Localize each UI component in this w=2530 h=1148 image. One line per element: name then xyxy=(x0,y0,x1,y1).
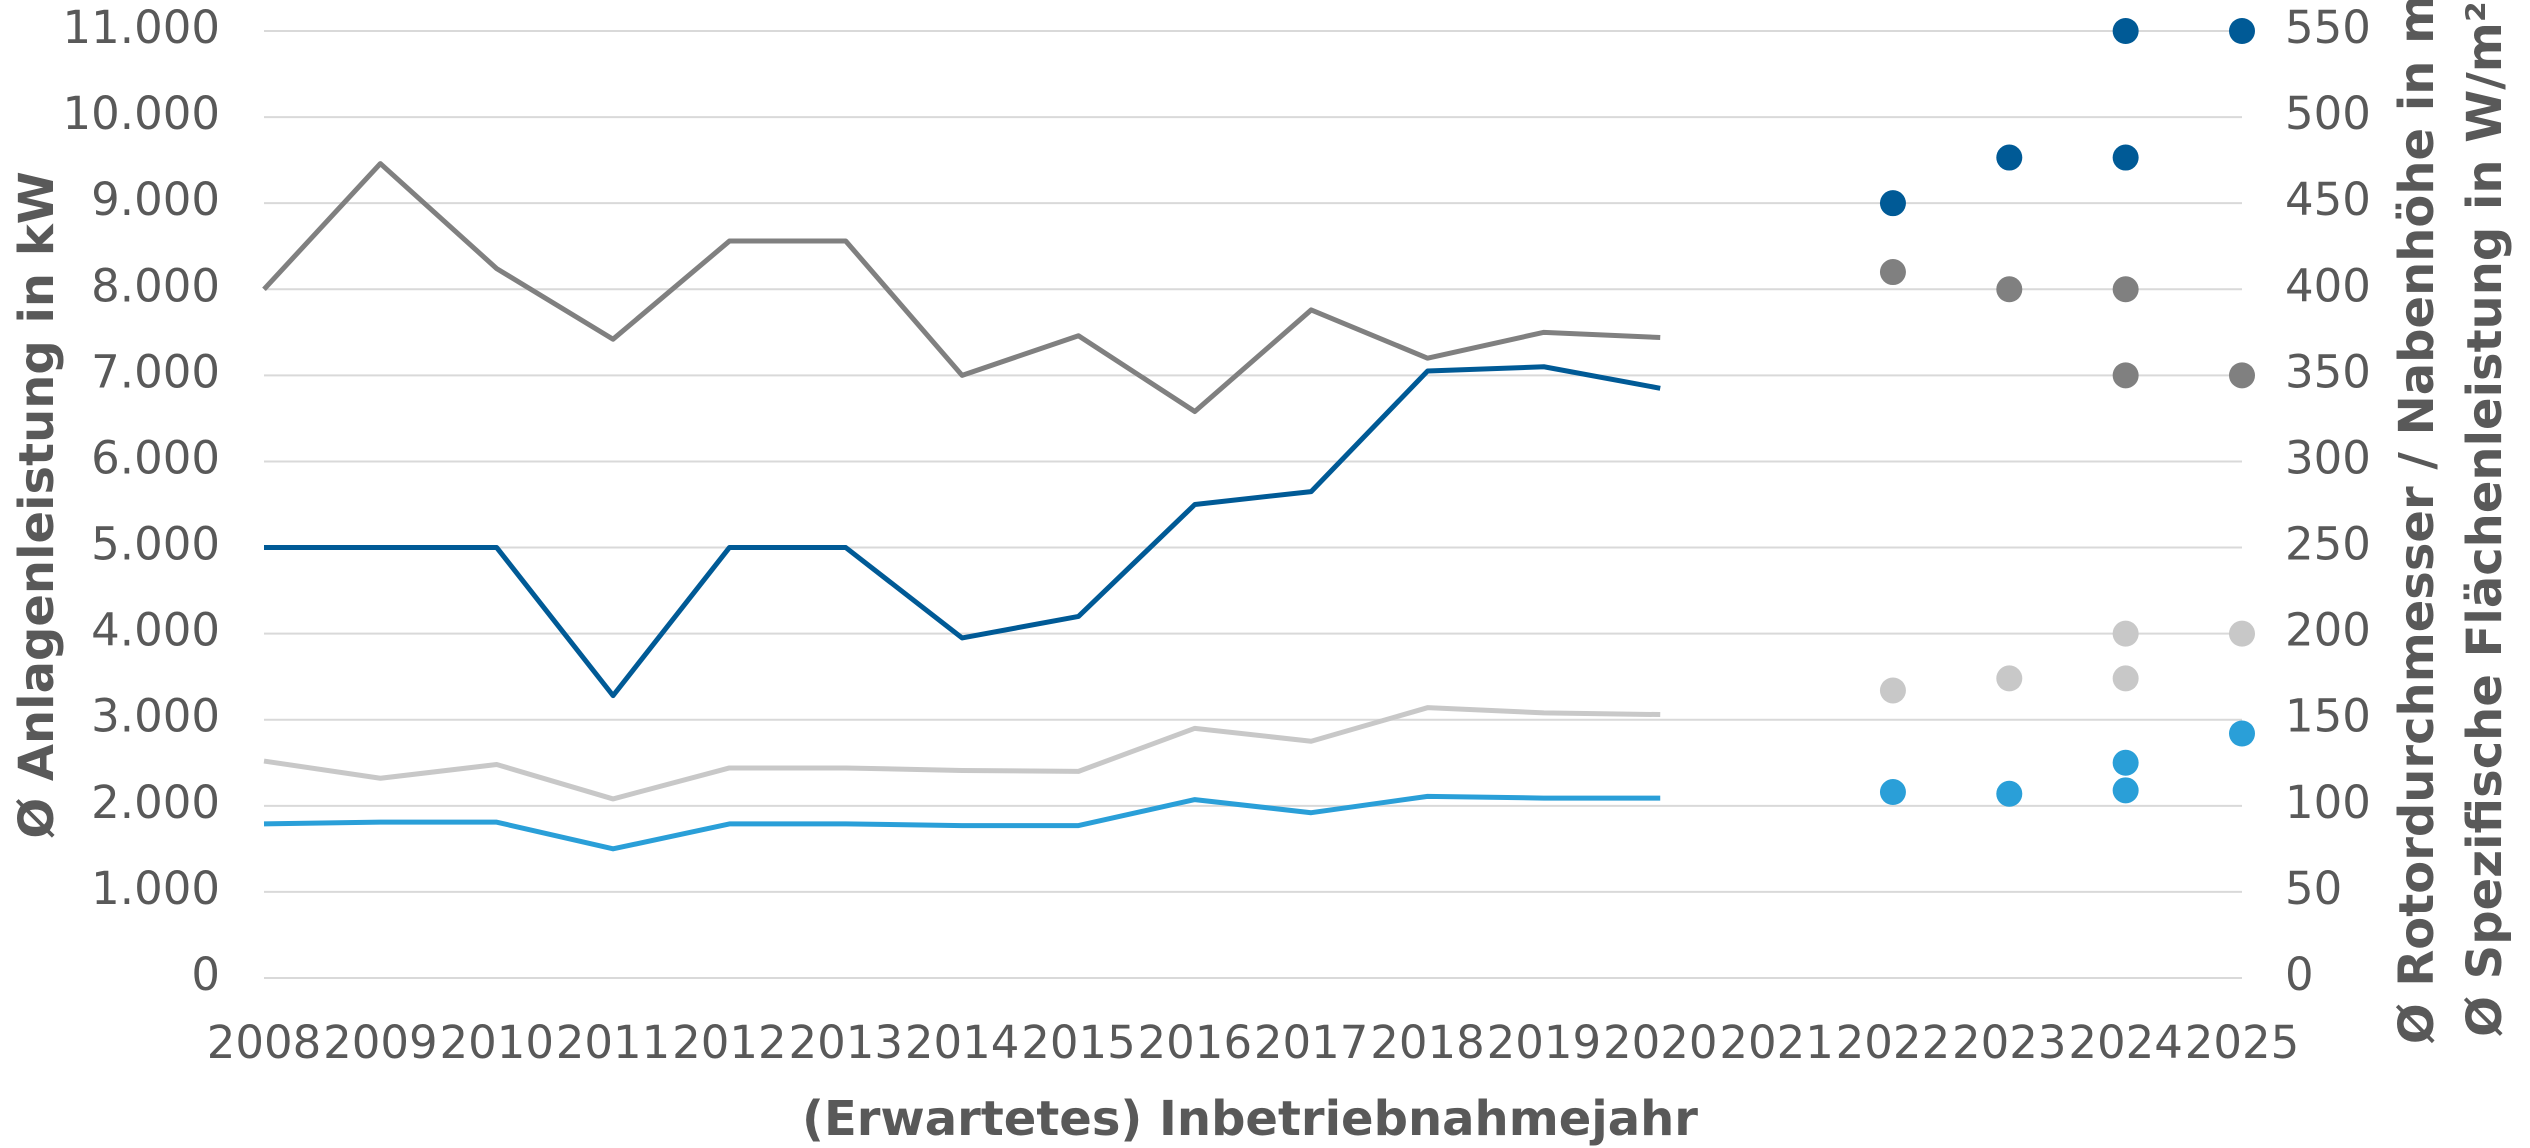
x-tick-label: 2013 xyxy=(788,1016,903,1069)
x-tick-label: 2011 xyxy=(556,1016,671,1069)
x-tick-label: 2014 xyxy=(905,1016,1020,1069)
y-tick-label: 3.000 xyxy=(91,690,220,743)
line xyxy=(264,364,1661,699)
dot xyxy=(2112,18,2139,44)
x-tick-label: 2021 xyxy=(1719,1016,1834,1069)
y2-tick-label: 200 xyxy=(2285,604,2371,657)
y2-tick-label: 0 xyxy=(2285,948,2314,1001)
y-tick-label: 10.000 xyxy=(63,87,220,140)
x-tick-label: 2025 xyxy=(2185,1016,2300,1069)
dot xyxy=(2112,144,2139,171)
dot xyxy=(1996,780,2023,807)
dot xyxy=(1996,144,2023,171)
x-tick-label: 2012 xyxy=(672,1016,787,1069)
y-tick-label: 1.000 xyxy=(91,862,220,915)
x-tick-label: 2008 xyxy=(207,1016,322,1069)
y-tick-label: 0 xyxy=(191,948,220,1001)
dot xyxy=(2112,620,2139,647)
dot xyxy=(2112,362,2139,389)
y2-tick-label: 300 xyxy=(2285,431,2371,484)
y2-tick-label: 400 xyxy=(2285,259,2371,312)
x-tick-label: 2015 xyxy=(1021,1016,1136,1069)
x-tick-label: 2016 xyxy=(1138,1016,1253,1069)
y2-tick-label: 250 xyxy=(2285,518,2371,571)
x-tick-label: 2020 xyxy=(1603,1016,1718,1069)
y-tick-label: 5.000 xyxy=(91,518,220,571)
x-tick-label: 2024 xyxy=(2068,1016,2183,1069)
x-tick-label: 2017 xyxy=(1254,1016,1369,1069)
x-tick-label: 2018 xyxy=(1370,1016,1485,1069)
y-tick-label: 6.000 xyxy=(91,431,220,484)
dot xyxy=(1996,276,2023,303)
dot xyxy=(2229,362,2255,389)
dot xyxy=(2112,749,2139,776)
dot xyxy=(2112,276,2139,303)
dot xyxy=(1879,779,1906,806)
x-tick-label: 2023 xyxy=(1952,1016,2067,1069)
dot xyxy=(2229,720,2255,747)
dot xyxy=(2229,18,2255,44)
y-tick-label: 2.000 xyxy=(91,776,220,829)
x-tick-label: 2009 xyxy=(323,1016,438,1069)
x-tick-label: 2010 xyxy=(439,1016,554,1069)
y-tick-label: 8.000 xyxy=(91,259,220,312)
x-axis-title: (Erwartetes) Inbetriebnahmejahr xyxy=(802,1091,1698,1147)
dot xyxy=(1996,665,2023,692)
dot xyxy=(1879,190,1906,217)
y2-tick-label: 350 xyxy=(2285,345,2371,398)
y2-tick-label: 150 xyxy=(2285,690,2371,743)
y2-axis-title: Ø Spezifische Flächenleistung in W/m² xyxy=(2457,1,2513,1037)
y-tick-label: 7.000 xyxy=(91,345,220,398)
x-tick-label: 2022 xyxy=(1836,1016,1951,1069)
y-axis-title: Ø Anlagenleistung in kW xyxy=(9,171,65,838)
y-tick-label: 4.000 xyxy=(91,604,220,657)
dot xyxy=(1879,259,1906,286)
y2-tick-label: 550 xyxy=(2285,1,2371,54)
dot xyxy=(2112,665,2139,692)
y2-axis-title: Ø Rotordurchmesser / Nabenhöhe in m xyxy=(2389,0,2445,1044)
dot xyxy=(1879,677,1906,704)
y-tick-label: 11.000 xyxy=(63,1,220,54)
line xyxy=(263,793,1661,852)
dot xyxy=(2112,777,2139,804)
y-tick-label: 9.000 xyxy=(91,173,220,226)
y2-tick-label: 500 xyxy=(2285,87,2371,140)
y2-tick-label: 100 xyxy=(2285,776,2371,829)
x-tick-label: 2019 xyxy=(1487,1016,1602,1069)
line xyxy=(262,161,1661,415)
y2-tick-label: 50 xyxy=(2285,862,2342,915)
dot xyxy=(2229,620,2255,647)
line xyxy=(263,705,1661,802)
y2-tick-label: 450 xyxy=(2285,173,2371,226)
